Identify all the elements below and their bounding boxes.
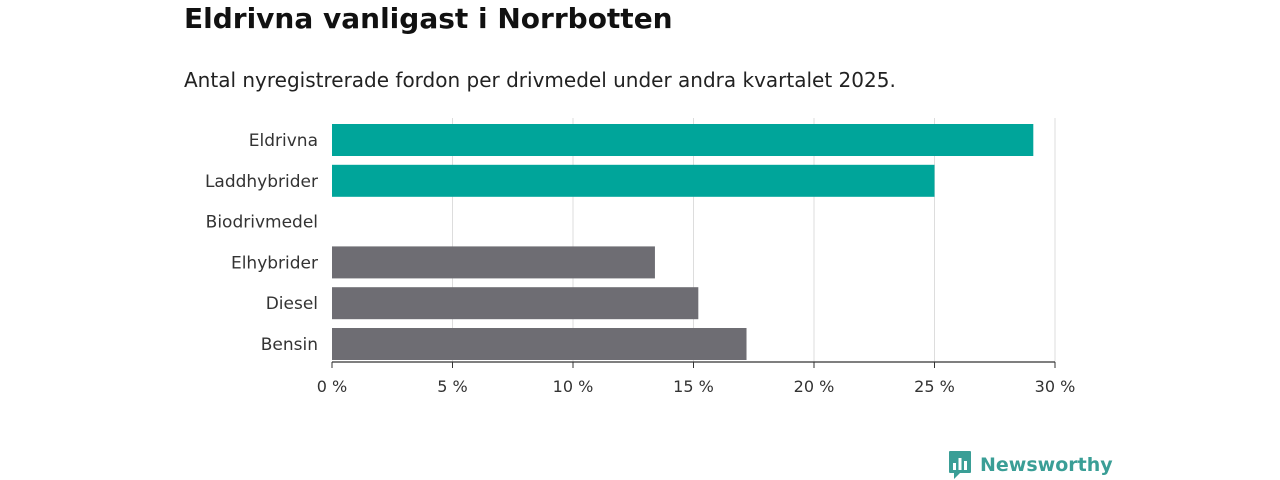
bar <box>332 164 935 197</box>
category-label: Laddhybrider <box>205 172 318 192</box>
category-label: Elhybrider <box>231 253 318 273</box>
category-label: Bensin <box>261 335 318 355</box>
x-tick-label: 0 % <box>317 377 347 396</box>
category-labels: Eldrivna Laddhybrider Biodrivmedel Elhybrid… <box>205 131 318 355</box>
newsworthy-logo-icon <box>949 451 971 479</box>
brand-logo: Newsworthy <box>948 450 1113 480</box>
bar <box>332 328 747 360</box>
x-tick-label: 5 % <box>437 377 467 396</box>
chart-title: Eldrivna vanligast i Norrbotten <box>184 2 673 35</box>
x-tick-label: 20 % <box>794 377 835 396</box>
bars <box>332 124 1034 360</box>
x-tick-label: 30 % <box>1035 377 1076 396</box>
x-axis: 0 % 5 % 10 % 15 % 20 % 25 % 30 % <box>317 361 1076 396</box>
bar <box>332 246 655 279</box>
category-label: Eldrivna <box>249 131 318 151</box>
chart-subtitle: Antal nyregistrerade fordon per drivmede… <box>184 68 896 92</box>
x-tick-label: 15 % <box>673 377 714 396</box>
gridlines <box>452 118 1056 362</box>
bar <box>332 287 699 320</box>
category-label: Biodrivmedel <box>206 213 318 233</box>
x-tick-label: 10 % <box>553 377 594 396</box>
bar <box>332 124 1034 156</box>
x-tick-label: 25 % <box>914 377 955 396</box>
category-label: Diesel <box>266 294 318 314</box>
brand-name: Newsworthy <box>980 454 1113 476</box>
